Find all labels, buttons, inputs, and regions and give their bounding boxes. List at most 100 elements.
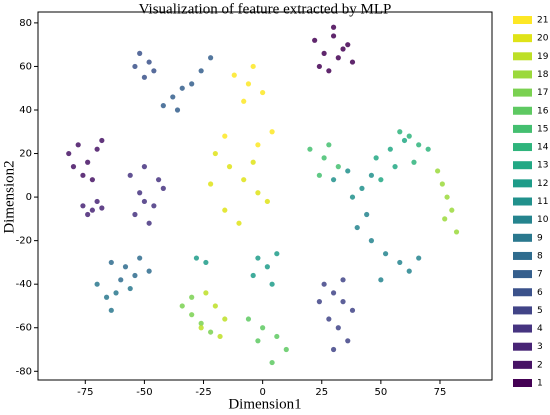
point <box>444 194 450 200</box>
legend-swatch <box>513 16 532 24</box>
legend-label: 18 <box>537 70 549 80</box>
point <box>103 294 110 300</box>
legend-swatch <box>513 270 532 279</box>
point <box>326 316 332 322</box>
point <box>80 172 86 178</box>
legend-label: 11 <box>537 197 548 207</box>
point <box>269 129 275 135</box>
legend-swatch <box>513 143 532 152</box>
legend-swatch <box>513 324 532 333</box>
point <box>151 68 157 74</box>
point <box>250 272 256 279</box>
point <box>94 281 100 287</box>
point <box>231 72 237 78</box>
point <box>198 325 204 331</box>
point <box>411 159 417 165</box>
point <box>179 85 185 91</box>
legend-swatch <box>513 215 532 224</box>
point <box>330 33 337 39</box>
point <box>89 177 95 183</box>
y-tick-label: 60 <box>19 61 32 72</box>
point <box>80 203 86 209</box>
point <box>335 164 341 170</box>
point <box>397 259 403 266</box>
point <box>245 316 252 322</box>
point <box>387 146 393 152</box>
point <box>255 190 261 196</box>
x-tick-label: 25 <box>315 387 328 398</box>
point <box>217 333 223 340</box>
y-tick-label: 40 <box>19 105 32 116</box>
point <box>349 59 356 65</box>
legend-swatch <box>513 70 532 79</box>
point <box>345 338 351 344</box>
point <box>312 37 318 43</box>
point <box>146 59 152 65</box>
point <box>335 55 341 61</box>
point <box>137 50 143 56</box>
point <box>141 74 148 80</box>
point <box>250 63 256 70</box>
point <box>382 251 389 257</box>
x-tick-label: -75 <box>77 387 93 398</box>
point <box>189 81 195 87</box>
chart-title: Visualization of feature extracted by ML… <box>139 1 392 17</box>
point <box>274 333 280 340</box>
point <box>89 207 95 213</box>
point <box>340 46 346 52</box>
legend-label: 21 <box>537 16 548 26</box>
point <box>316 299 322 305</box>
legend-swatch <box>513 360 532 369</box>
point <box>189 294 195 300</box>
point <box>425 146 431 152</box>
point <box>208 55 214 61</box>
point <box>264 198 270 205</box>
y-tick-label: 80 <box>19 18 32 29</box>
point <box>99 205 105 211</box>
legend-label: 12 <box>537 179 548 189</box>
point <box>66 150 72 157</box>
point <box>321 281 327 287</box>
point <box>85 211 91 218</box>
point <box>160 185 166 191</box>
legend-label: 8 <box>537 251 543 261</box>
point <box>255 142 261 148</box>
point <box>255 255 261 261</box>
point <box>85 159 91 165</box>
point <box>330 24 337 30</box>
point <box>416 255 422 261</box>
point <box>269 359 275 366</box>
legend-label: 16 <box>537 106 549 116</box>
point <box>212 150 218 157</box>
point <box>330 346 337 353</box>
legend-label: 4 <box>537 324 543 334</box>
legend-swatch <box>513 288 532 297</box>
point <box>406 133 412 139</box>
point <box>442 216 448 222</box>
point <box>330 290 337 296</box>
legend-label: 6 <box>537 288 543 298</box>
point <box>349 194 356 200</box>
point <box>401 137 408 144</box>
point <box>368 238 375 244</box>
legend-swatch <box>513 342 532 351</box>
y-tick-label: -20 <box>16 236 32 247</box>
legend-swatch <box>513 179 532 188</box>
point <box>345 168 351 174</box>
legend-label: 15 <box>537 124 548 134</box>
point <box>155 177 162 183</box>
point <box>340 299 346 305</box>
point <box>94 146 100 152</box>
point <box>198 68 204 74</box>
point <box>160 103 166 109</box>
legend-swatch <box>513 88 532 97</box>
legend-label: 14 <box>537 143 549 153</box>
point <box>368 172 375 178</box>
legend-label: 9 <box>537 233 543 243</box>
point <box>222 316 228 322</box>
point <box>203 259 209 266</box>
legend-swatch <box>513 34 532 43</box>
point <box>108 307 114 313</box>
point <box>260 325 266 331</box>
point <box>127 285 133 292</box>
